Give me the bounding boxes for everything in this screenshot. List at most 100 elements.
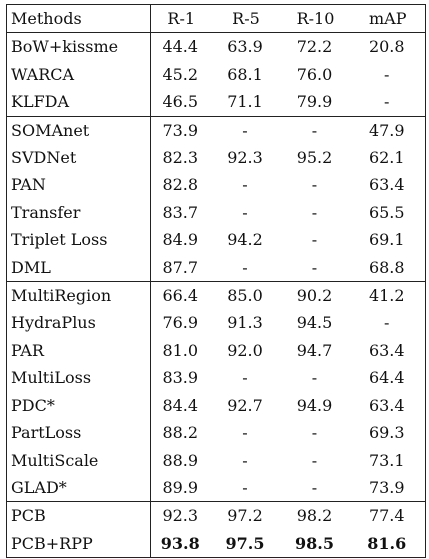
map-cell: 47.9 <box>368 120 405 140</box>
r1-cell: 81.0 <box>150 336 216 365</box>
table-header: Methods R-1 R-5 R-10 mAP <box>6 3 426 34</box>
map-cell: 68.8 <box>354 253 426 283</box>
method-cell: SVDNet <box>11 148 77 168</box>
map-cell: - <box>384 313 390 333</box>
table-row: WARCA 45.2 68.1 76.0 - <box>7 60 426 89</box>
r10-cell: - <box>311 120 318 140</box>
map-cell: 20.8 <box>368 37 405 57</box>
r5-cell: 63.9 <box>227 37 263 57</box>
table-row: PDC* 84.4 92.7 94.9 63.4 <box>7 391 426 420</box>
r10-cell: - <box>311 202 318 222</box>
r5-cell: 91.3 <box>227 313 263 333</box>
method-group: MultiRegion 66.4 85.0 90.2 41.2 HydraPlus 76.9… <box>6 281 426 503</box>
map-cell: 41.2 <box>368 286 405 306</box>
r10-cell: 94.9 <box>296 395 333 415</box>
map-cell: 63.4 <box>368 395 405 415</box>
r1-cell: 82.3 <box>150 144 216 172</box>
r5-cell: 85.0 <box>227 286 263 306</box>
method-cell: PDC* <box>11 395 55 415</box>
table-row: Transfer 83.7 - - 65.5 <box>7 198 426 227</box>
method-group: PCB 92.3 97.2 98.2 77.4 PCB+RPP 93.8 97.5 98.5 81… <box>6 501 426 559</box>
r10-cell: 79.9 <box>280 88 355 117</box>
column-header-r1: R-1 <box>150 3 216 34</box>
r1-cell: 84.4 <box>150 391 216 420</box>
map-cell: 62.1 <box>368 148 405 168</box>
r10-cell: 98.5 <box>280 529 355 559</box>
method-cell: HydraPlus <box>11 313 96 333</box>
method-group: BoW+kissme 44.4 63.9 72.2 20.8 WARCA 45.2 68.1 7… <box>6 32 426 117</box>
r10-cell: 72.2 <box>296 37 333 57</box>
r5-cell: 92.0 <box>227 340 263 360</box>
r10-cell: - <box>311 450 318 470</box>
r5-cell: - <box>242 450 248 470</box>
method-cell: MultiLoss <box>11 368 92 388</box>
results-table-container: Methods R-1 R-5 R-10 mAP BoW+kissme 44.4 6… <box>6 3 426 559</box>
r1-cell: 44.4 <box>150 32 216 61</box>
method-cell: PAR <box>11 340 44 360</box>
table-row: Triplet Loss 84.9 94.2 - 69.1 <box>7 226 426 254</box>
table-row: PAN 82.8 - - 63.4 <box>7 171 426 199</box>
r5-cell: - <box>242 368 248 388</box>
table-row: SVDNet 82.3 92.3 95.2 62.1 <box>7 144 426 172</box>
table-row: MultiLoss 83.9 - - 64.4 <box>7 364 426 392</box>
method-group: SOMAnet 73.9- -47.9 SVDNet 82.3 92.3 95.2 62.1 P… <box>6 116 426 283</box>
r1-cell: 88.2 <box>150 419 216 447</box>
r5-cell: 71.1 <box>215 88 281 117</box>
r10-cell: 90.2 <box>296 286 333 306</box>
r5-cell: 92.7 <box>227 395 263 415</box>
map-cell: 69.1 <box>368 230 405 250</box>
r10-cell: 76.0 <box>296 64 333 84</box>
r1-cell: 92.3 <box>150 501 216 530</box>
method-cell: BoW+kissme <box>11 37 119 57</box>
table-row: GLAD* 89.9- -73.9 <box>6 473 426 503</box>
r10-cell: 94.7 <box>296 340 333 360</box>
table-row: SOMAnet 73.9 - - 47.9 <box>7 116 426 145</box>
method-cell: Triplet Loss <box>11 230 108 250</box>
table-row: MultiRegion 66.4 85.0 90.2 41.2 <box>7 281 426 310</box>
table-row: MultiScale 88.9 - - 73.1 <box>7 446 426 474</box>
map-cell: 65.5 <box>368 202 405 222</box>
map-cell: 63.4 <box>368 340 405 360</box>
method-cell: PCB+RPP <box>6 529 151 559</box>
table-row: HydraPlus 76.9 91.3 94.5 - <box>7 309 426 337</box>
method-cell: WARCA <box>11 64 75 84</box>
r10-cell: - <box>311 423 318 443</box>
r5-cell: 97.5 <box>215 529 281 559</box>
method-cell: DML <box>6 253 151 283</box>
map-cell: 81.6 <box>354 529 426 559</box>
r1-cell: 84.9 <box>150 226 216 254</box>
r5-cell: 92.3 <box>227 148 263 168</box>
map-cell: 73.1 <box>368 450 405 470</box>
column-header-map: mAP <box>354 3 426 34</box>
r10-cell: - <box>311 230 318 250</box>
table-row: PCB 92.3 97.2 98.2 77.4 <box>7 501 426 530</box>
r1-cell: 46.5 <box>150 88 216 117</box>
map-cell: 63.4 <box>368 175 405 195</box>
r1-cell: 82.8 <box>150 171 216 199</box>
header-row: Methods R-1 R-5 R-10 mAP <box>6 3 426 34</box>
column-header-methods: Methods <box>6 3 151 34</box>
r10-cell: 94.5 <box>296 313 333 333</box>
method-cell: SOMAnet <box>11 120 90 140</box>
method-cell: PartLoss <box>11 423 82 443</box>
table-row: DML 87.7- -68.8 <box>6 253 426 283</box>
r5-cell: - <box>215 253 281 283</box>
table-row: PartLoss 88.2 - - 69.3 <box>7 419 426 447</box>
column-header-r5: R-5 <box>215 3 281 34</box>
r5-cell: 94.2 <box>227 230 263 250</box>
r5-cell: 97.2 <box>227 506 263 526</box>
r10-cell: - <box>311 368 318 388</box>
method-cell: GLAD* <box>6 473 151 503</box>
r1-cell: 88.9 <box>150 446 216 474</box>
r10-cell: 95.2 <box>296 148 333 168</box>
map-cell: 73.9 <box>354 473 426 503</box>
r1-cell: 83.7 <box>150 198 216 227</box>
r1-cell: 76.9 <box>150 309 216 337</box>
column-header-r10: R-10 <box>280 3 355 34</box>
map-cell: - <box>354 88 426 117</box>
table-row: KLFDA 46.5 71.1 79.9- <box>6 88 426 117</box>
map-cell: 77.4 <box>368 506 405 526</box>
method-cell: MultiRegion <box>11 286 112 306</box>
method-cell: PCB <box>11 506 46 526</box>
table-row: BoW+kissme 44.4 63.9 72.2 20.8 <box>7 32 426 61</box>
